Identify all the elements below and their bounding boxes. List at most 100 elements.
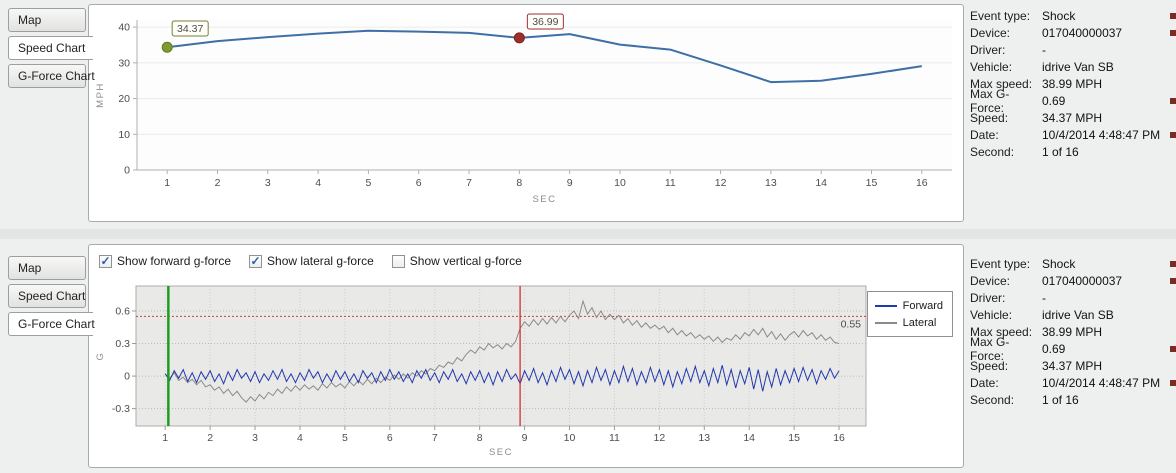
info-row: Date: 10/4/2014 4:48:47 PM [970,375,1176,391]
checkbox-box-icon[interactable]: ✓ [99,254,112,268]
x-tick-label: 8 [516,177,522,189]
x-tick-label: 2 [207,432,213,444]
info-value: 38.99 MPH [1042,325,1103,339]
checkbox-label: Show forward g-force [117,254,232,268]
x-tick-label: 14 [743,432,755,444]
info-label: Date: [970,376,999,390]
checkbox-box-icon[interactable] [391,254,405,268]
info-value: Shock [1042,257,1076,271]
x-tick-label: 13 [765,177,777,189]
info-label: Event type: [970,9,1031,23]
info-value: idrive Van SB [1042,308,1114,322]
info-value: 10/4/2014 4:48:47 PM [1042,128,1161,142]
info-value: 017040000037 [1042,274,1123,288]
info-label: Driver: [970,43,1006,57]
y-tick-label: 40 [118,22,130,34]
x-tick-label: 12 [715,177,727,189]
info-label: Max speed: [970,77,1033,91]
info-value: 0.69 [1042,94,1066,108]
x-tick-label: 6 [387,432,393,444]
event-info-panel-bottom: Event type: Shock Device: 017040000037 Drive… [970,256,1176,409]
legend-label: Forward [902,299,943,312]
y-axis-title: MPH [95,82,106,108]
info-value: - [1042,291,1046,305]
y-tick-label: 0 [124,165,130,177]
data-point-marker[interactable] [513,32,525,44]
info-row: Vehicle: idrive Van SB [970,59,1176,75]
checkbox-box-icon[interactable]: ✓ [249,254,263,268]
x-tick-label: 1 [162,432,168,444]
data-point-marker[interactable] [161,41,173,53]
checkbox-show-lateral-g-force[interactable]: ✓ Show lateral g-force [249,254,374,268]
checkbox-label: Show lateral g-force [267,254,374,268]
info-label: Max G-Force: [970,87,1010,115]
legend-label: Lateral [902,316,937,329]
info-row: Device: 017040000037 [970,273,1176,289]
legend-line-swatch [874,304,897,307]
tab-speed-chart[interactable]: Speed Chart [8,284,86,308]
plot-area [137,20,952,170]
section-divider [0,229,1176,239]
info-label: Max speed: [970,325,1033,339]
x-tick-label: 10 [614,177,626,189]
info-value: idrive Van SB [1042,60,1114,74]
info-row: Speed: 34.37 MPH [970,110,1176,126]
tab-speed-chart[interactable]: Speed Chart [8,36,93,60]
y-tick-label: 0.3 [115,338,130,350]
tab-g-force-chart[interactable]: G-Force Chart [8,312,95,336]
info-label: Vehicle: [970,308,1013,322]
x-tick-label: 5 [365,177,371,189]
checkbox-show-forward-g-force[interactable]: ✓ Show forward g-force [99,254,231,268]
info-label: Speed: [970,111,1009,125]
x-tick-label: 12 [654,432,666,444]
y-tick-label: 20 [118,93,130,105]
info-value: 1 of 16 [1042,393,1079,407]
info-row: Max speed: 38.99 MPH [970,324,1176,340]
y-tick-label: 10 [118,129,130,141]
tab-map[interactable]: Map [8,8,86,32]
info-row: Max G-Force: 0.69 [970,87,1176,115]
checkbox-label: Show vertical g-force [409,254,522,268]
threshold-label: 0.55 [841,318,862,330]
legend-entry-lateral: Lateral [874,314,943,331]
x-tick-label: 11 [665,177,676,189]
checkbox-show-vertical-g-force[interactable]: Show vertical g-force [391,254,522,268]
y-axis-title: G [95,352,106,361]
gforce-chart[interactable]: 0.550.60.30-0.31 2 3 4 5 6 7 8 9 10 11 12 13 14 15 16SE… [91,275,873,463]
chart-legend: Forward Lateral [866,291,953,337]
row-marker-icon [1170,30,1176,36]
x-tick-label: 7 [432,432,438,444]
row-marker-icon [1170,278,1176,284]
info-label: Device: [970,274,1011,288]
y-tick-label: 30 [118,57,130,69]
x-tick-label: 10 [564,432,576,444]
legend-line-swatch [874,321,897,324]
x-tick-label: 11 [609,432,620,444]
x-tick-label: 6 [416,177,422,189]
info-label: Vehicle: [970,60,1013,74]
info-row: Device: 017040000037 [970,25,1176,41]
info-row: Event type: Shock [970,256,1176,272]
info-row: Event type: Shock [970,8,1176,24]
x-tick-label: 16 [916,177,928,189]
info-row: Driver: - [970,290,1176,306]
y-tick-label: -0.3 [112,403,130,415]
tab-g-force-chart[interactable]: G-Force Chart [8,64,95,88]
row-marker-icon [1170,261,1176,267]
point-label-box [526,13,564,30]
info-label: Second: [970,393,1015,407]
speed-series-line [167,29,922,84]
info-label: Max G-Force: [970,335,1010,363]
info-row: Max G-Force: 0.69 [970,335,1176,363]
info-value: 34.37 MPH [1042,111,1103,125]
row-marker-icon [1170,380,1176,386]
x-tick-label: 16 [833,432,845,444]
bottom-tab-strip: Map Speed Chart G-Force Chart [8,256,95,340]
gforce-chart-panel: ✓ Show forward g-force ✓ Show lateral g-for… [88,244,964,468]
gforce-checkbox-row: ✓ Show forward g-force ✓ Show lateral g-for… [99,249,522,273]
x-axis-title: SEC [532,194,556,205]
tab-map[interactable]: Map [8,256,86,280]
legend-entry-forward: Forward [874,297,943,314]
